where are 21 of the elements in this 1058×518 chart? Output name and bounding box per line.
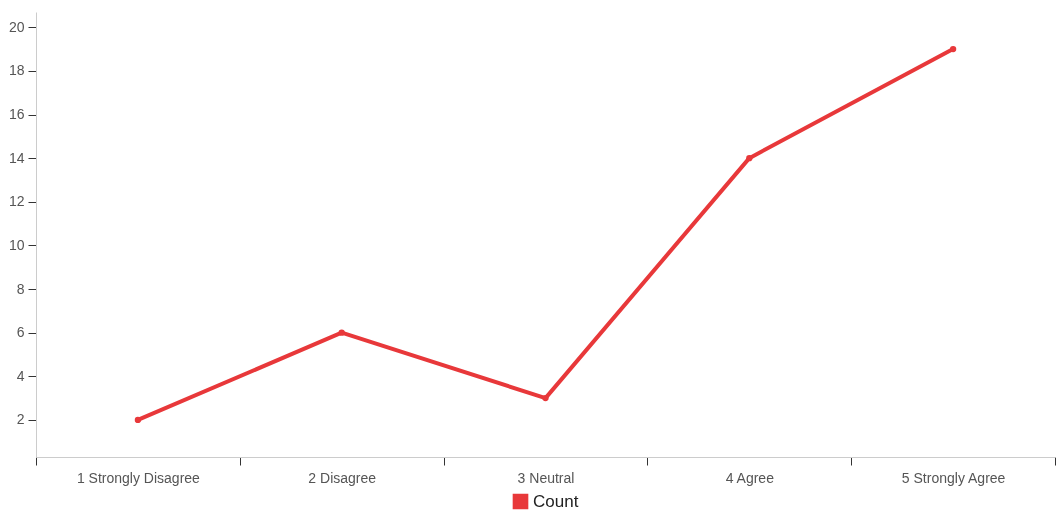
point: [338, 329, 345, 336]
y-tick-label: 6: [16, 324, 25, 341]
point: [134, 416, 142, 424]
y-tick-label: 4: [16, 367, 25, 384]
y-tick-label: 10: [8, 236, 25, 253]
point: [542, 394, 549, 402]
y-tick-label: 18: [8, 62, 25, 79]
legend-label: Count: [533, 491, 579, 511]
point: [746, 155, 753, 162]
y-tick-label: 8: [16, 280, 25, 297]
x-tick-label: 2 Disagree: [308, 469, 377, 486]
y-tick-label: 20: [8, 18, 25, 35]
point: [949, 45, 957, 53]
y-tick-label: 16: [8, 106, 25, 123]
y-tick-label: 2: [16, 411, 25, 428]
x-tick-label: 5 Strongly Agree: [901, 469, 1006, 486]
y-tick-label: 14: [8, 149, 25, 166]
x-tick-label: 3 Neutral: [517, 469, 575, 486]
y-tick-label: 12: [8, 193, 25, 210]
x-tick-label: 1 Strongly Disagree: [76, 469, 201, 486]
x-tick-label: 4 Agree: [725, 469, 775, 486]
